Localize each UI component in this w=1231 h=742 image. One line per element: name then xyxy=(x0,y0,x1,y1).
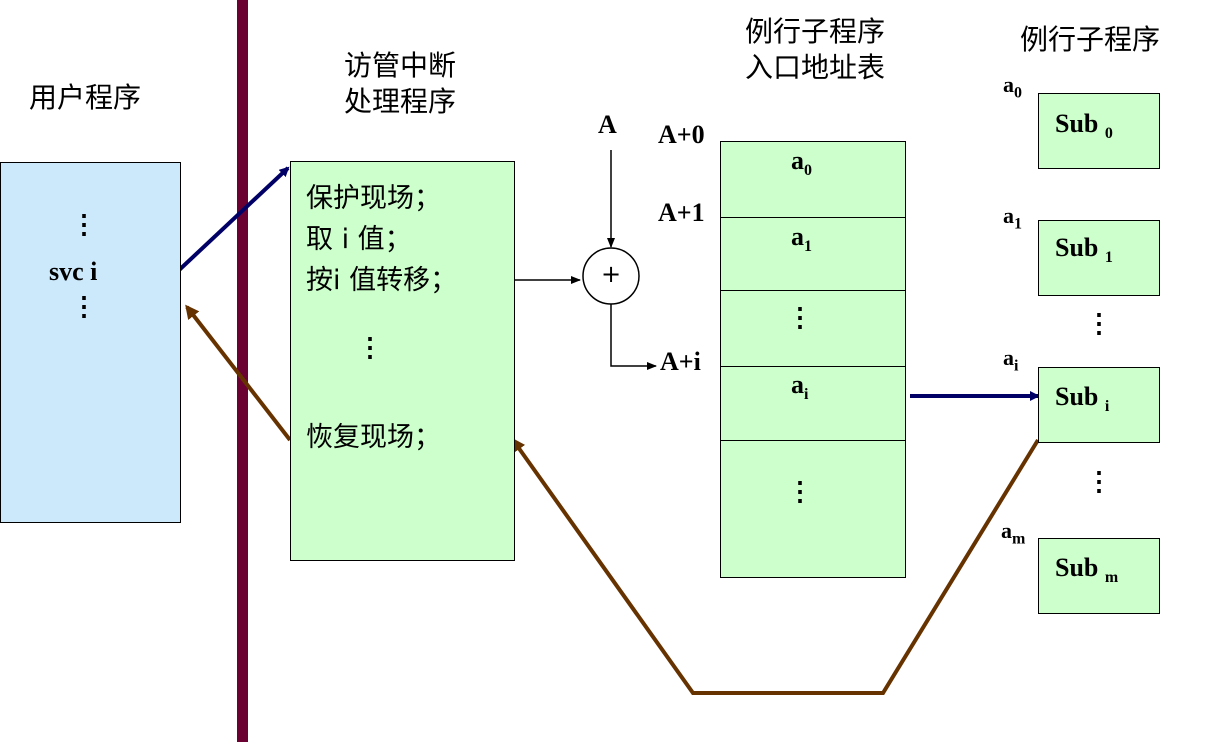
sub-address-ai: ai xyxy=(1003,345,1019,375)
handler-title: 访管中断 处理程序 xyxy=(343,49,456,118)
table-divider-1 xyxy=(721,217,905,218)
table-cell-a1: a1 xyxy=(791,222,812,256)
adder-symbol: + xyxy=(600,260,622,288)
sub-label-0: Sub 0 xyxy=(1055,109,1113,143)
handler-line-restore: 恢复现场； xyxy=(306,422,441,453)
row-label-a0: A+0 xyxy=(658,120,705,149)
user-dots-bottom: ⋮ xyxy=(71,292,97,321)
row-label-ai: A+i xyxy=(660,347,701,376)
return-arrow xyxy=(185,304,292,442)
table-divider-2 xyxy=(721,290,905,291)
handler-line-get-i: 取 i 值； xyxy=(306,224,412,255)
user-dots-top: ⋮ xyxy=(71,210,97,239)
sub-box-1: Sub 1 xyxy=(1038,220,1160,296)
table-divider-4 xyxy=(721,440,905,441)
table-cell-a0: a0 xyxy=(791,146,812,180)
sub-dots-1: ⋮ xyxy=(1086,309,1112,338)
sub-box-0: Sub 0 xyxy=(1038,93,1160,169)
handler-box: 保护现场； 取 i 值； 按i 值转移； ⋮ 恢复现场； xyxy=(290,161,515,561)
user-program-title: 用户程序 xyxy=(28,81,141,114)
sub-address-a1: a1 xyxy=(1003,203,1022,233)
sub-label-m: Sub m xyxy=(1055,553,1119,587)
sub-label-1: Sub 1 xyxy=(1055,233,1113,267)
table-cell-dots-1: ⋮ xyxy=(787,303,813,332)
table-cell-dots-2: ⋮ xyxy=(787,477,813,506)
sub-address-am: am xyxy=(1001,518,1026,548)
sub-label-i: Sub i xyxy=(1055,382,1110,416)
user-program-box: ⋮ svc i ⋮ xyxy=(0,162,181,523)
entry-table-title: 例行子程序 入口地址表 xyxy=(744,15,885,84)
table-divider-3 xyxy=(721,366,905,367)
handler-line-save: 保护现场； xyxy=(306,183,441,214)
privilege-divider xyxy=(237,0,248,742)
entry-table: a0 a1 ⋮ ai ⋮ xyxy=(720,141,906,578)
adder-to-entry-line xyxy=(610,304,657,370)
subroutine-return-arrow xyxy=(511,437,1040,695)
sub-box-m: Sub m xyxy=(1038,538,1160,614)
table-cell-ai: ai xyxy=(791,370,809,404)
subroutines-title: 例行子程序 xyxy=(1019,23,1160,56)
sub-address-a0: a0 xyxy=(1003,72,1022,102)
base-address-label: A xyxy=(598,110,617,139)
call-arrow xyxy=(175,166,290,274)
handler-line-jump: 按i 值转移； xyxy=(306,265,458,296)
handler-dots: ⋮ xyxy=(357,333,383,362)
svc-call-label: svc i xyxy=(49,257,98,286)
sub-dots-2: ⋮ xyxy=(1086,467,1112,496)
sub-box-i: Sub i xyxy=(1038,367,1160,443)
row-label-a1: A+1 xyxy=(658,198,705,227)
